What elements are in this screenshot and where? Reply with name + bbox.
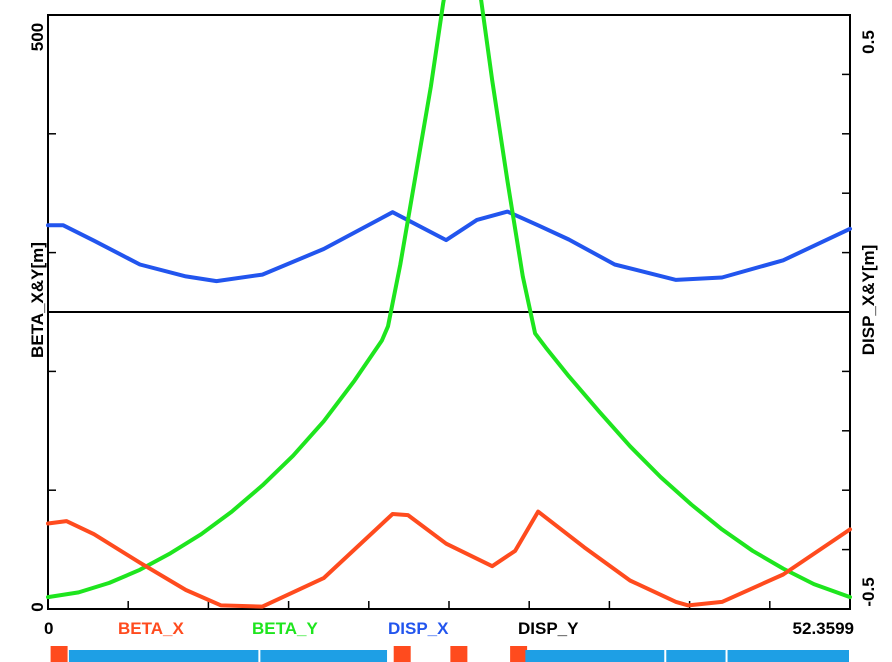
lattice-element: [727, 650, 849, 662]
lattice-element: [260, 650, 388, 662]
lattice-element: [666, 650, 726, 662]
series-layer: [46, 0, 852, 609]
left-tick-label-bottom: 0: [28, 602, 47, 611]
right-tick-label-top: 0.5: [859, 30, 878, 54]
lattice-dipole: [50, 646, 68, 662]
x-tick-label-end: 52.3599: [793, 619, 854, 638]
series-line-beta-y: [46, 0, 852, 600]
lattice-dipole: [393, 646, 411, 662]
x-tick-label-start: 0: [44, 619, 53, 638]
right-tick-label-bottom: -0.5: [859, 577, 878, 606]
lattice-dipole: [450, 646, 468, 662]
legend-disp-y: DISP_Y: [518, 619, 579, 638]
lattice-element: [525, 650, 665, 662]
legend-beta-y: BETA_Y: [252, 619, 318, 638]
right-axis-title: DISP_X&Y[m]: [859, 245, 878, 356]
tick-marks: [48, 73, 850, 609]
lattice-element: [68, 650, 259, 662]
legend-beta-x: BETA_X: [118, 619, 184, 638]
series-line-beta-x: [46, 509, 852, 609]
left-tick-label-top: 500: [28, 23, 47, 51]
lattice-bar: [50, 646, 849, 662]
left-axis-title: BETA_X&Y[m]: [28, 242, 47, 358]
legend-disp-x: DISP_X: [388, 619, 449, 638]
series-line-disp-x: [46, 209, 852, 284]
lattice-dipole: [510, 646, 528, 662]
